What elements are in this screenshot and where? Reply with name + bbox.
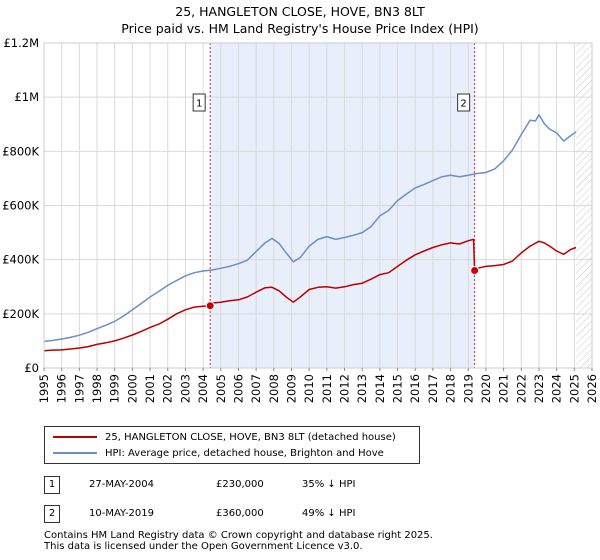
footer-attribution: Contains HM Land Registry data © Crown c… <box>44 530 433 552</box>
legend-item-property: 25, HANGLETON CLOSE, HOVE, BN3 8LT (deta… <box>53 429 396 445</box>
x-tick-label: 2003 <box>178 374 192 403</box>
chart-subtitle: Price paid vs. HM Land Registry's House … <box>121 21 479 36</box>
x-tick-label: 1995 <box>37 374 51 403</box>
x-tick-label: 2012 <box>338 374 352 403</box>
x-tick-label: 1999 <box>108 374 122 403</box>
x-tick-label: 2015 <box>391 374 405 403</box>
sale-marker-label: 1 <box>196 99 202 110</box>
y-tick-label: £1.2M <box>3 36 39 50</box>
price-chart: 1 2 £0 £200K £400K £600K £800K £1M £1.2M 1995 199… <box>2 36 599 403</box>
x-tick-label: 2014 <box>373 374 387 403</box>
x-tick-label: 2020 <box>479 374 493 403</box>
x-tick-label: 2010 <box>302 374 316 403</box>
x-tick-label: 2024 <box>550 374 564 403</box>
x-tick-label: 2004 <box>196 374 210 403</box>
x-tick-label: 2016 <box>408 374 422 403</box>
transaction-hpi-diff: 35% ↓ HPI <box>302 479 356 490</box>
x-tick-label: 2026 <box>585 374 599 403</box>
legend-swatch-property <box>53 436 97 438</box>
x-tick-label: 1998 <box>90 374 104 403</box>
transaction-price: £360,000 <box>216 508 264 519</box>
x-tick-label: 2013 <box>355 374 369 403</box>
x-tick-label: 2005 <box>214 374 228 403</box>
footer-line-1: Contains HM Land Registry data © Crown c… <box>44 530 433 541</box>
x-tick-label: 2019 <box>461 374 475 403</box>
y-tick-label: £600K <box>2 199 39 213</box>
chart-title: 25, HANGLETON CLOSE, HOVE, BN3 8LT <box>175 4 425 19</box>
x-tick-label: 2000 <box>125 374 139 403</box>
x-tick-label: 2018 <box>444 374 458 403</box>
sale-marker-box <box>192 93 206 112</box>
x-tick-label: 2001 <box>143 374 157 403</box>
x-tick-label: 2022 <box>514 374 528 403</box>
x-tick-label: 2021 <box>497 374 511 403</box>
transaction-price: £230,000 <box>216 479 264 490</box>
x-tick-label: 2017 <box>426 374 440 403</box>
sale-marker-label: 2 <box>460 99 466 110</box>
plot-frame <box>43 42 593 369</box>
sale-marker-box <box>457 93 471 112</box>
x-tick-label: 2007 <box>249 374 263 403</box>
hpi-line <box>43 114 577 343</box>
transaction-marker-badge: 1 <box>44 476 60 494</box>
transaction-date: 27-MAY-2004 <box>89 479 155 490</box>
x-tick-label: 2006 <box>232 374 246 403</box>
sale-point <box>470 266 480 275</box>
property-price-line <box>43 238 577 352</box>
sale-point <box>205 301 215 311</box>
legend-label-property: 25, HANGLETON CLOSE, HOVE, BN3 8LT (deta… <box>105 431 396 443</box>
y-tick-label: £800K <box>2 144 39 158</box>
transaction-marker-badge: 2 <box>44 505 60 523</box>
x-tick-label: 2002 <box>161 374 175 403</box>
transaction-date: 10-MAY-2019 <box>89 508 155 519</box>
x-tick-label: 2009 <box>285 374 299 403</box>
y-tick-label: £200K <box>2 307 39 321</box>
transaction-hpi-diff: 49% ↓ HPI <box>302 508 356 519</box>
legend-label-hpi: HPI: Average price, detached house, Brig… <box>105 447 384 459</box>
x-tick-label: 2023 <box>532 374 546 403</box>
y-tick-label: £0 <box>24 361 39 375</box>
y-tick-label: £400K <box>2 253 39 267</box>
x-tick-label: 2011 <box>320 374 334 403</box>
legend-item-hpi: HPI: Average price, detached house, Brig… <box>53 445 384 461</box>
x-tick-label: 1997 <box>72 374 86 403</box>
x-tick-label: 2008 <box>267 374 281 403</box>
legend: 25, HANGLETON CLOSE, HOVE, BN3 8LT (deta… <box>44 426 420 464</box>
legend-swatch-hpi <box>53 452 97 454</box>
x-tick-label: 2025 <box>567 374 581 403</box>
footer-line-2: This data is licensed under the Open Gov… <box>44 541 363 552</box>
x-tick-label: 1996 <box>55 374 69 403</box>
y-tick-label: £1M <box>14 90 39 104</box>
